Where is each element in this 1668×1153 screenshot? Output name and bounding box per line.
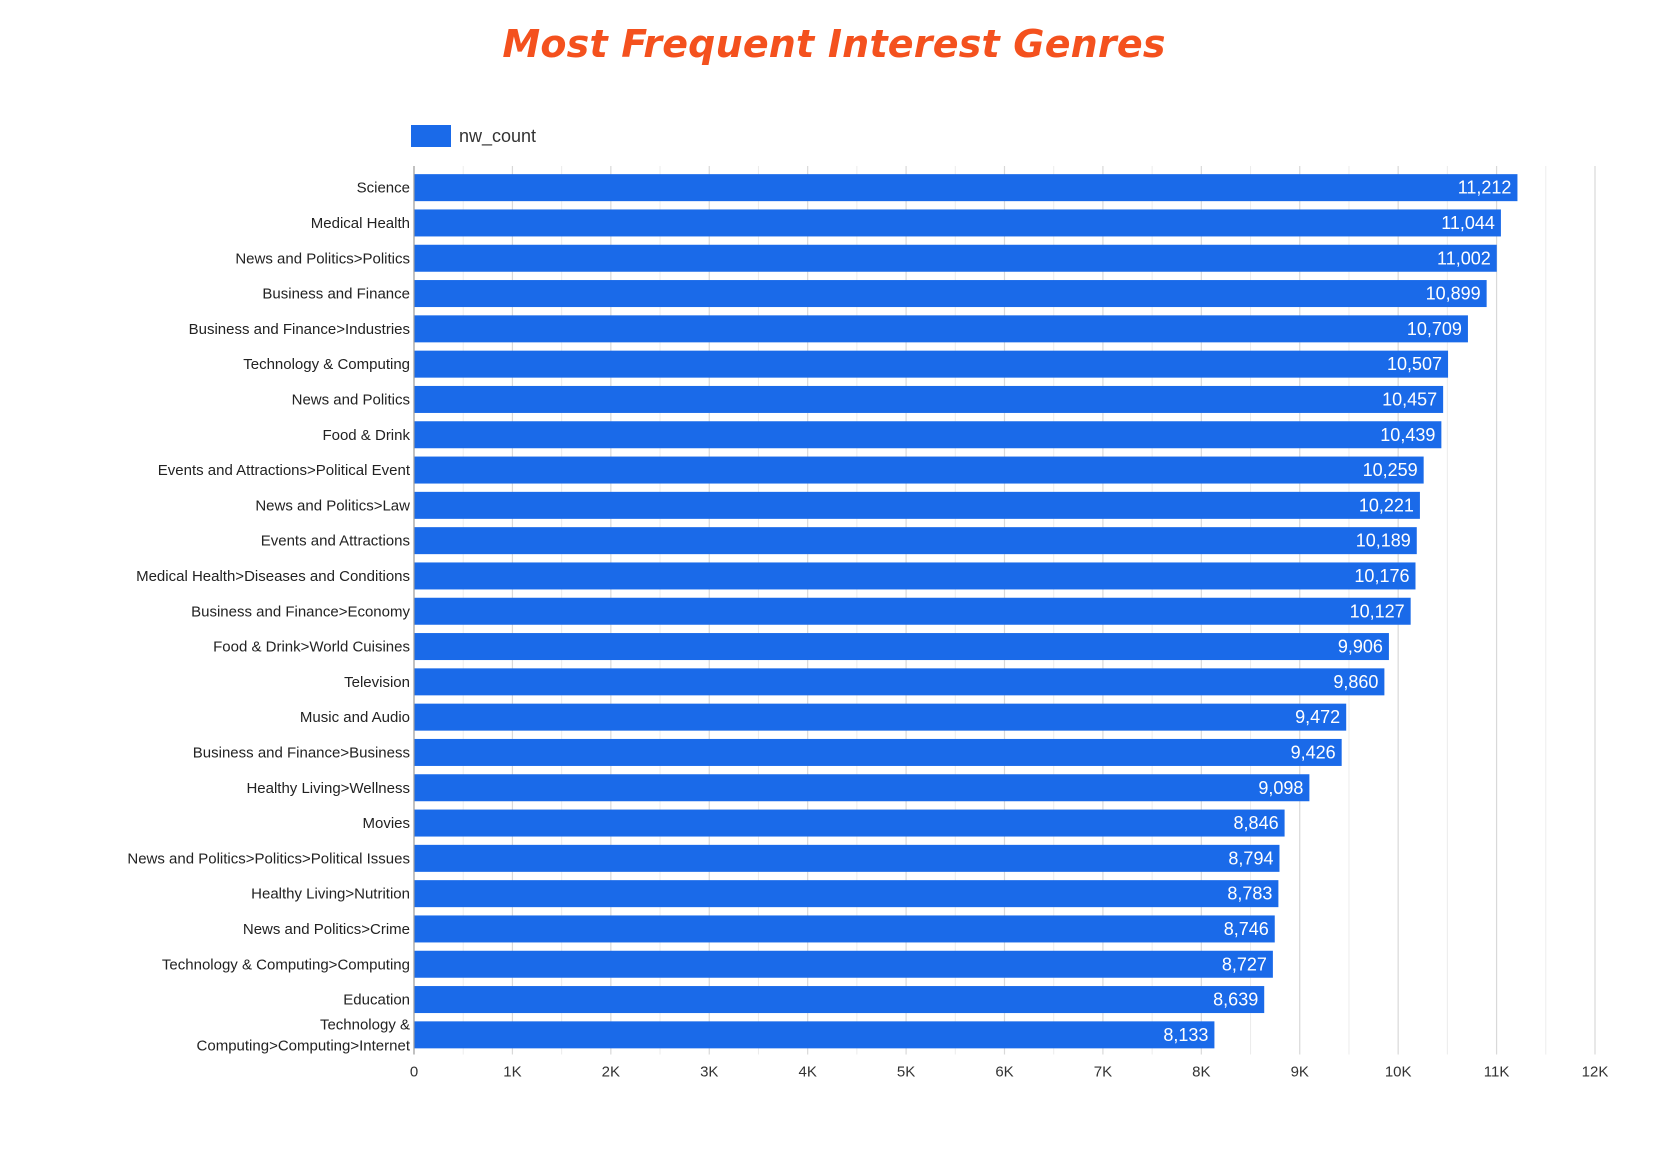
data-label: 10,221 (1359, 495, 1414, 515)
bar (414, 703, 1347, 731)
bar (414, 668, 1385, 696)
data-label: 9,472 (1295, 707, 1340, 727)
bar (414, 915, 1275, 943)
data-label: 10,709 (1407, 319, 1462, 339)
x-tick-label: 0 (410, 1064, 418, 1081)
category-label: News and Politics (292, 391, 410, 408)
bar (414, 421, 1442, 449)
category-label: Business and Finance (262, 286, 410, 303)
bar (414, 597, 1411, 625)
bar (414, 315, 1468, 343)
category-label: Food & Drink>World Cuisines (213, 639, 410, 656)
data-label: 11,212 (1458, 178, 1512, 198)
data-label: 10,127 (1350, 601, 1405, 621)
x-tick-label: 1K (503, 1064, 521, 1081)
x-tick-label: 4K (798, 1064, 816, 1081)
category-label: Events and Attractions>Political Event (158, 462, 411, 479)
data-label: 8,727 (1222, 954, 1267, 974)
category-label: Business and Finance>Industries (189, 321, 410, 338)
data-label: 8,746 (1224, 919, 1269, 939)
x-tick-label: 2K (602, 1064, 620, 1081)
bar (414, 385, 1444, 413)
bar (414, 986, 1265, 1014)
category-label: Medical Health>Diseases and Conditions (136, 568, 410, 585)
data-label: 9,426 (1291, 742, 1336, 762)
bar (414, 633, 1389, 661)
legend-swatch (411, 125, 451, 147)
x-tick-label: 3K (700, 1064, 718, 1081)
legend: nw_count (411, 124, 536, 148)
x-tick-label: 11K (1484, 1064, 1510, 1081)
bar (414, 880, 1279, 908)
data-label: 9,860 (1333, 672, 1378, 692)
bar (414, 491, 1420, 519)
category-label: Medical Health (311, 215, 410, 232)
category-label: Food & Drink (322, 427, 410, 444)
category-label: Technology & Computing (243, 356, 410, 373)
x-tick-label: 7K (1094, 1064, 1112, 1081)
data-label: 10,457 (1382, 389, 1437, 409)
bar (414, 844, 1280, 872)
bar (414, 562, 1416, 590)
data-label: 10,899 (1426, 284, 1481, 304)
category-label: News and Politics>Politics>Political Iss… (127, 850, 410, 867)
category-label: News and Politics>Politics (235, 250, 410, 267)
category-label: Movies (362, 815, 410, 832)
category-label: Technology & Computing>Computing (162, 956, 410, 973)
bar (414, 244, 1497, 272)
bar (414, 456, 1424, 484)
bar (414, 174, 1518, 202)
x-tick-label: 12K (1582, 1064, 1609, 1081)
data-label: 10,439 (1380, 425, 1435, 445)
category-label: Science (357, 180, 410, 197)
category-label: Television (344, 674, 410, 691)
data-label: 10,176 (1354, 566, 1409, 586)
bar (414, 1021, 1215, 1049)
data-label: 9,098 (1258, 778, 1303, 798)
category-label: Business and Finance>Economy (191, 603, 410, 620)
data-label: 8,783 (1227, 884, 1272, 904)
x-tick-label: 8K (1192, 1064, 1210, 1081)
data-label: 8,794 (1228, 848, 1273, 868)
x-tick-label: 6K (995, 1064, 1013, 1081)
data-label: 11,002 (1437, 248, 1491, 268)
bar (414, 950, 1273, 978)
category-label: Healthy Living>Nutrition (251, 886, 410, 903)
category-label: Business and Finance>Business (193, 744, 410, 761)
category-label: News and Politics>Crime (243, 921, 410, 938)
bar (414, 280, 1487, 308)
category-label: Healthy Living>Wellness (246, 780, 410, 797)
data-label: 8,846 (1234, 813, 1279, 833)
category-label: Events and Attractions (261, 533, 410, 550)
data-label: 11,044 (1441, 213, 1495, 233)
category-label: Music and Audio (300, 709, 410, 726)
data-label: 10,189 (1356, 531, 1411, 551)
data-label: 10,259 (1363, 460, 1418, 480)
bar (414, 774, 1310, 802)
chart-title: Most Frequent Interest Genres (502, 22, 1166, 66)
category-label: Technology & Computing>Computing>Internet (197, 1016, 411, 1054)
bar (414, 738, 1342, 766)
data-label: 9,906 (1338, 637, 1383, 657)
bar (414, 350, 1449, 378)
x-tick-label: 9K (1291, 1064, 1309, 1081)
x-tick-label: 10K (1385, 1064, 1412, 1081)
x-tick-label: 5K (897, 1064, 915, 1081)
legend-label: nw_count (459, 125, 537, 146)
bar (414, 809, 1285, 837)
category-label: News and Politics>Law (255, 497, 410, 514)
category-label: Education (343, 992, 410, 1009)
data-label: 10,507 (1387, 354, 1442, 374)
bar (414, 209, 1501, 237)
data-label: 8,639 (1213, 990, 1258, 1010)
data-label: 8,133 (1163, 1025, 1208, 1045)
bar (414, 527, 1417, 555)
